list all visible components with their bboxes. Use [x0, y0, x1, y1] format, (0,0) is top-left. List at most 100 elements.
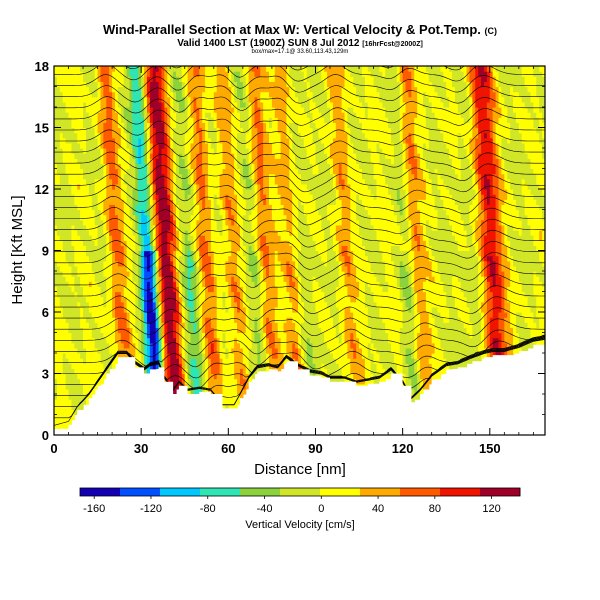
velocity-cell: [97, 281, 102, 287]
velocity-cell: [68, 117, 73, 123]
velocity-cell: [274, 265, 279, 272]
velocity-cell: [187, 214, 192, 221]
velocity-cell: [213, 337, 218, 344]
velocity-cell: [152, 230, 157, 236]
velocity-cell: [213, 312, 218, 318]
velocity-cell: [62, 327, 67, 334]
velocity-cell: [91, 122, 96, 129]
velocity-cell: [187, 204, 192, 211]
velocity-cell: [190, 368, 195, 375]
velocity-cell: [132, 214, 136, 221]
velocity-cell: [251, 101, 256, 108]
velocity-cell: [103, 142, 107, 149]
velocity-cell: [120, 127, 125, 134]
velocity-cell: [216, 66, 221, 72]
velocity-cell: [103, 286, 107, 293]
velocity-cell: [225, 137, 229, 144]
velocity-cell: [239, 312, 244, 318]
velocity-cell: [196, 81, 200, 88]
velocity-cell: [178, 117, 183, 123]
velocity-cell: [94, 255, 99, 262]
velocity-cell: [216, 86, 221, 93]
velocity-cell: [228, 209, 232, 216]
velocity-cell: [205, 71, 209, 77]
velocity-cell: [202, 132, 206, 139]
velocity-cell: [74, 260, 78, 267]
velocity-cell: [245, 178, 250, 185]
velocity-cell: [141, 306, 145, 313]
velocity-cell: [231, 306, 235, 313]
velocity-cell: [219, 132, 224, 139]
velocity-cell: [126, 204, 131, 211]
velocity-cell: [161, 112, 166, 118]
velocity-cell: [141, 353, 145, 359]
velocity-cell: [219, 224, 224, 231]
velocity-cell: [228, 250, 232, 257]
velocity-cell: [263, 353, 267, 359]
velocity-cell: [251, 199, 256, 205]
velocity-cell: [54, 368, 58, 375]
velocity-cell: [54, 142, 58, 149]
velocity-cell: [135, 276, 139, 282]
velocity-cell: [210, 373, 215, 380]
velocity-cell: [120, 204, 125, 211]
velocity-cell: [170, 153, 174, 159]
velocity-cell: [268, 265, 273, 272]
velocity-cell: [225, 71, 229, 77]
velocity-cell: [120, 142, 125, 149]
velocity-cell: [88, 189, 93, 195]
velocity-cell: [266, 199, 270, 205]
velocity-cell: [170, 276, 174, 282]
velocity-cell: [85, 137, 90, 144]
velocity-cell: [268, 132, 273, 139]
velocity-cell: [202, 276, 206, 282]
velocity-cell: [106, 322, 110, 328]
velocity-cell: [56, 148, 61, 154]
velocity-cell: [170, 327, 174, 334]
velocity-cell: [207, 255, 212, 262]
velocity-cell: [138, 112, 142, 118]
velocity-cell: [199, 189, 203, 195]
velocity-cell: [178, 245, 183, 252]
velocity-cell: [123, 281, 128, 287]
velocity-cell: [193, 148, 197, 154]
velocity-cell: [205, 306, 209, 313]
velocity-cell: [271, 66, 276, 72]
velocity-cell: [167, 260, 171, 267]
velocity-cell: [74, 107, 78, 113]
velocity-cell: [231, 358, 235, 364]
velocity-cell: [228, 276, 232, 282]
velocity-cell: [228, 301, 232, 308]
velocity-cell: [62, 199, 67, 205]
velocity-cell: [213, 276, 218, 282]
velocity-cell: [149, 255, 154, 262]
velocity-cell: [260, 158, 264, 164]
velocity-cell: [181, 271, 186, 277]
velocity-cell: [149, 117, 154, 123]
velocity-cell: [68, 96, 73, 103]
velocity-cell: [123, 66, 128, 72]
velocity-cell: [239, 81, 244, 88]
velocity-cell: [268, 312, 273, 318]
velocity-cell: [170, 363, 174, 369]
velocity-cell: [94, 76, 99, 82]
velocity-cell: [216, 373, 221, 380]
velocity-cell: [132, 276, 136, 282]
velocity-cell: [213, 347, 218, 354]
velocity-cell: [170, 122, 174, 129]
velocity-cell: [158, 66, 163, 72]
velocity-cell: [144, 76, 148, 82]
velocity-cell: [239, 71, 244, 77]
velocity-cell: [54, 276, 58, 282]
velocity-cell: [216, 235, 221, 241]
velocity-cell: [187, 81, 192, 88]
velocity-cell: [54, 117, 58, 123]
velocity-cell: [144, 337, 148, 344]
velocity-cell: [71, 394, 75, 400]
velocity-cell: [94, 317, 99, 323]
velocity-cell: [184, 132, 189, 139]
velocity-cell: [199, 291, 203, 298]
velocity-cell: [149, 291, 154, 298]
velocity-cell: [271, 137, 276, 144]
velocity-cell: [239, 96, 244, 103]
